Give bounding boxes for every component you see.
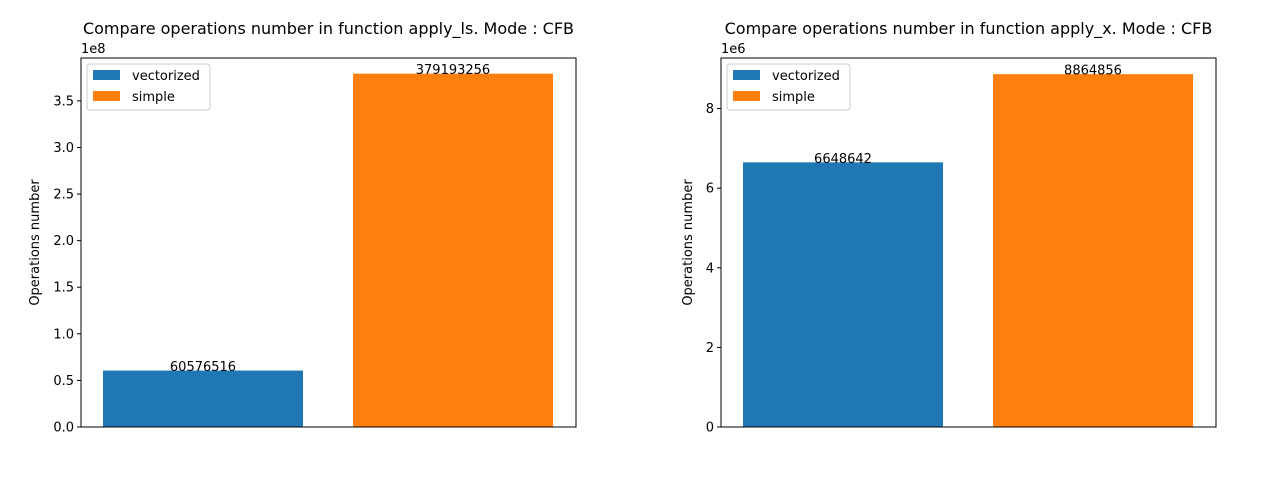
legend-swatch-simple xyxy=(93,91,120,101)
y-tick-label: 2 xyxy=(706,341,714,356)
y-axis-label: Operations number xyxy=(681,179,696,306)
bar-simple xyxy=(993,74,1193,428)
chart-title: Compare operations number in function ap… xyxy=(725,19,1213,39)
y-axis-label: Operations number xyxy=(28,179,43,306)
y-tick-label: 0 xyxy=(706,421,714,436)
y-tick-label: 2.0 xyxy=(53,234,74,249)
data-label-simple: 8864856 xyxy=(1064,64,1122,79)
legend: vectorized simple xyxy=(86,63,211,111)
plot-frame xyxy=(80,57,577,428)
legend-swatch-vectorized xyxy=(733,70,760,80)
bar-simple xyxy=(353,73,553,427)
legend-label-simple: simple xyxy=(132,90,175,105)
y-tick-label: 1.5 xyxy=(53,281,74,296)
y-tick-label: 4 xyxy=(706,261,714,276)
y-axis-multiplier: 1e8 xyxy=(81,42,106,57)
bar-vectorized xyxy=(743,162,943,427)
y-tick-label: 0.5 xyxy=(53,374,74,389)
bar-vectorized xyxy=(103,370,303,427)
y-tick-label: 2.5 xyxy=(53,188,74,203)
legend-label-vectorized: vectorized xyxy=(772,69,840,84)
chart-apply-x: 6648642 8864856 0 2 4 6 8 1e6 Operations number C… xyxy=(681,19,1217,436)
y-tick-label: 3.5 xyxy=(53,94,74,109)
y-axis-multiplier: 1e6 xyxy=(721,42,746,57)
chart-apply-ls: 60576516 379193256 0.0 0.5 1.0 1.5 2.0 2.5 3.0 3.… xyxy=(28,19,577,436)
data-label-vectorized: 6648642 xyxy=(814,152,872,167)
data-label-simple: 379193256 xyxy=(416,63,490,78)
y-tick-label: 3.0 xyxy=(53,141,74,156)
legend: vectorized simple xyxy=(726,63,851,111)
legend-swatch-vectorized xyxy=(93,70,120,80)
plot-frame xyxy=(720,57,1217,428)
legend-swatch-simple xyxy=(733,91,760,101)
data-label-vectorized: 60576516 xyxy=(170,360,236,375)
y-tick-label: 0.0 xyxy=(53,421,74,436)
y-tick-label: 8 xyxy=(706,102,714,117)
legend-label-simple: simple xyxy=(772,90,815,105)
y-tick-label: 6 xyxy=(706,182,714,197)
y-tick-label: 1.0 xyxy=(53,327,74,342)
legend-label-vectorized: vectorized xyxy=(132,69,200,84)
chart-title: Compare operations number in function ap… xyxy=(83,19,574,39)
